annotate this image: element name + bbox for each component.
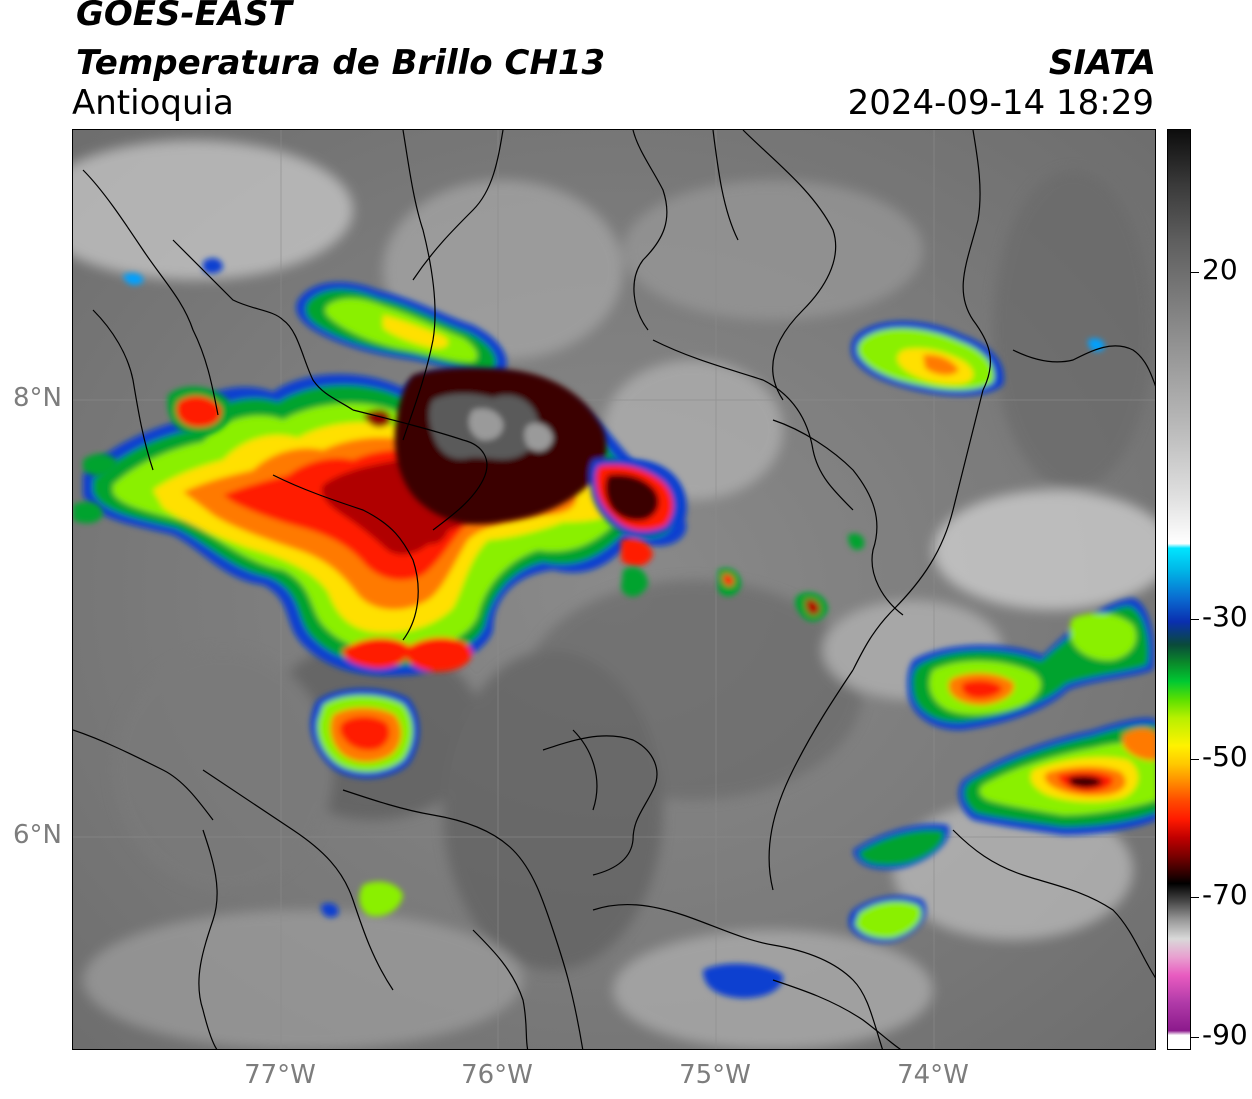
product-title: Temperatura de Brillo CH13 <box>76 43 606 83</box>
lon-label-77w: 77°W <box>244 1060 316 1090</box>
colorbar <box>1167 129 1191 1050</box>
satellite-title: GOES-EAST <box>76 0 292 34</box>
lat-label-6n: 6°N <box>13 820 62 850</box>
colorbar-label-m90: -90 <box>1202 1018 1248 1051</box>
colorbar-tick-m70 <box>1191 897 1199 898</box>
storm-northeast <box>851 320 1105 396</box>
colorbar-tick-m50 <box>1191 759 1199 760</box>
storm-core-north <box>394 367 682 567</box>
colorbar-label-m30: -30 <box>1202 600 1248 633</box>
lon-label-75w: 75°W <box>679 1060 751 1090</box>
colorbar-label-20: 20 <box>1202 253 1238 286</box>
storm-west-blobs <box>73 258 865 918</box>
lon-label-76w: 76°W <box>461 1060 533 1090</box>
storm-southeast <box>703 598 1155 999</box>
storm-north-band <box>296 281 507 377</box>
admin-borders <box>73 130 1155 1049</box>
colorbar-tick-m90 <box>1191 1037 1199 1038</box>
map-canvas <box>73 130 1155 1049</box>
datetime-label: 2024-09-14 18:29 <box>847 83 1154 123</box>
colorbar-tick-m30 <box>1191 619 1199 620</box>
region-label: Antioquia <box>72 83 234 123</box>
colorbar-label-m70: -70 <box>1202 878 1248 911</box>
agency-label: SIATA <box>1048 43 1156 83</box>
colorbar-tick-20 <box>1191 272 1199 273</box>
lat-label-8n: 8°N <box>13 383 62 413</box>
satellite-map[interactable] <box>72 129 1156 1050</box>
lon-label-74w: 74°W <box>897 1060 969 1090</box>
colorbar-label-m50: -50 <box>1202 740 1248 773</box>
cloud-texture <box>73 140 1155 1049</box>
